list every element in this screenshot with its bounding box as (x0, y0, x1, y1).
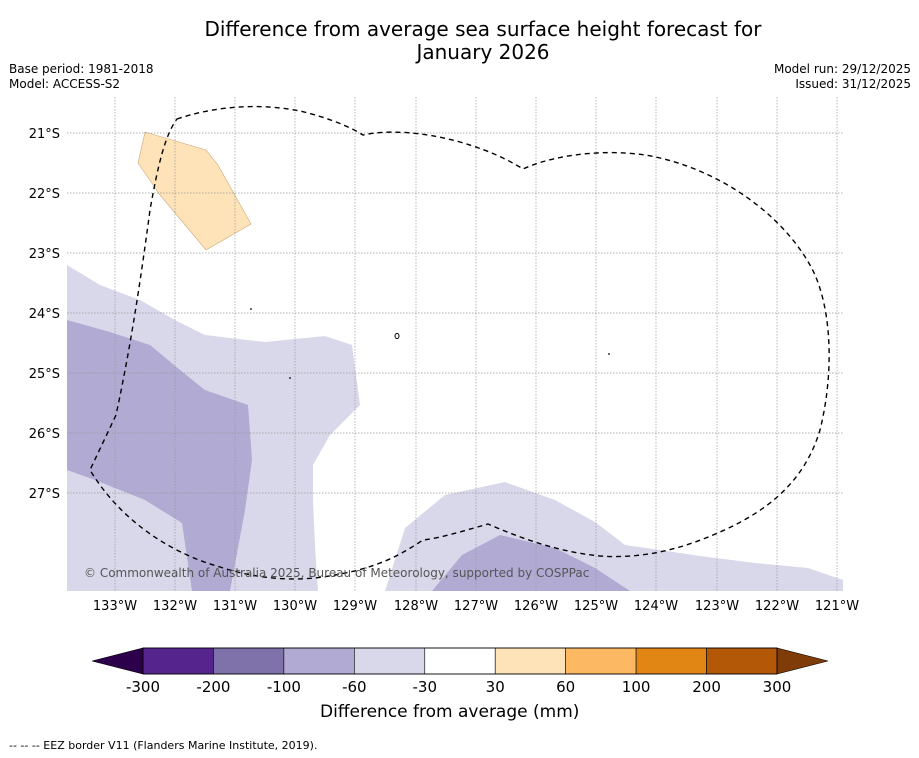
colorbar-box-8 (706, 647, 778, 675)
colorbar-extend-low (91, 647, 144, 675)
colorbar-tick-5: 30 (486, 678, 505, 696)
meta-left: Base period: 1981-2018 Model: ACCESS-S2 (9, 62, 154, 92)
lat-tick-25: 25°S (29, 367, 60, 382)
anomaly-region-minus-60-100-south (432, 535, 630, 591)
colorbar-title: Difference from average (mm) (320, 702, 580, 722)
lon-tick-131: 131°W (213, 599, 257, 614)
lon-ticks: 133°W 132°W 131°W 130°W 129°W 128°W 127°… (93, 599, 859, 614)
colorbar-box-3 (354, 647, 426, 675)
lat-tick-22: 22°S (29, 187, 60, 202)
colorbar-boxes (142, 647, 778, 675)
colorbar-tick-0: -300 (126, 678, 160, 696)
colorbar-tick-4: -30 (413, 678, 438, 696)
lon-tick-127: 127°W (454, 599, 498, 614)
colorbar-tick-1: -200 (196, 678, 230, 696)
colorbar-box-5 (494, 647, 566, 675)
gridlines (67, 97, 843, 591)
lon-tick-122: 122°W (755, 599, 799, 614)
colorbar-tick-2: -100 (267, 678, 301, 696)
colorbar-ticks: -300 -200 -100 -60 -30 30 60 100 200 300 (126, 678, 791, 696)
colorbar-tick-8: 200 (692, 678, 721, 696)
title-line-2: January 2026 (416, 40, 550, 64)
lon-tick-125: 125°W (574, 599, 618, 614)
lon-tick-132: 132°W (153, 599, 197, 614)
chart-title: Difference from average sea surface heig… (0, 18, 919, 64)
lon-tick-121: 121°W (815, 599, 859, 614)
lat-tick-21: 21°S (29, 127, 60, 142)
base-period-label: Base period: 1981-2018 (9, 62, 154, 76)
island-3 (289, 377, 291, 379)
island-1 (394, 332, 400, 340)
colorbar-tick-6: 60 (556, 678, 575, 696)
lon-tick-124: 124°W (634, 599, 678, 614)
colorbar-extend-high (776, 647, 829, 675)
lon-tick-129: 129°W (333, 599, 377, 614)
eez-border (89, 105, 830, 580)
lon-tick-126: 126°W (514, 599, 558, 614)
meta-right: Model run: 29/12/2025 Issued: 31/12/2025 (774, 62, 911, 92)
anomaly-region-plus-30-60 (137, 131, 252, 251)
model-run-label: Model run: 29/12/2025 (773, 62, 911, 76)
lat-tick-23: 23°S (29, 247, 60, 262)
model-label: Model: ACCESS-S2 (9, 77, 121, 91)
issued-label: Issued: 31/12/2025 (795, 77, 911, 91)
island-4 (608, 353, 610, 355)
lon-tick-123: 123°W (695, 599, 739, 614)
colorbar-tick-9: 300 (763, 678, 792, 696)
colorbar-box-7 (635, 647, 707, 675)
colorbar-box-4 (424, 647, 496, 675)
colorbar-tick-7: 100 (622, 678, 651, 696)
colorbar-box-1 (213, 647, 285, 675)
lon-tick-130: 130°W (273, 599, 317, 614)
lat-ticks: 21°S 22°S 23°S 24°S 25°S 26°S 27°S (29, 127, 60, 502)
lat-tick-26: 26°S (29, 427, 60, 442)
colorbar: -300 -200 -100 -60 -30 30 60 100 200 300 (91, 647, 829, 696)
title-line-1: Difference from average sea surface heig… (204, 17, 762, 41)
lon-tick-128: 128°W (394, 599, 438, 614)
colorbar-frame (142, 647, 778, 675)
eez-legend-footer: -- -- -- EEZ border V11 (Flanders Marine… (9, 739, 318, 752)
colorbar-box-6 (565, 647, 637, 675)
colorbar-box-2 (283, 647, 355, 675)
lat-tick-27: 27°S (29, 487, 60, 502)
map-area: © Commonwealth of Australia 2025, Bureau… (67, 97, 843, 591)
anomaly-region-minus-60-100-west (67, 320, 252, 591)
lon-tick-133: 133°W (93, 599, 137, 614)
copyright-text: © Commonwealth of Australia 2025, Bureau… (84, 566, 589, 580)
colorbar-box-0 (142, 647, 214, 675)
colorbar-tick-3: -60 (342, 678, 367, 696)
lat-tick-24: 24°S (29, 307, 60, 322)
island-2 (250, 308, 252, 310)
